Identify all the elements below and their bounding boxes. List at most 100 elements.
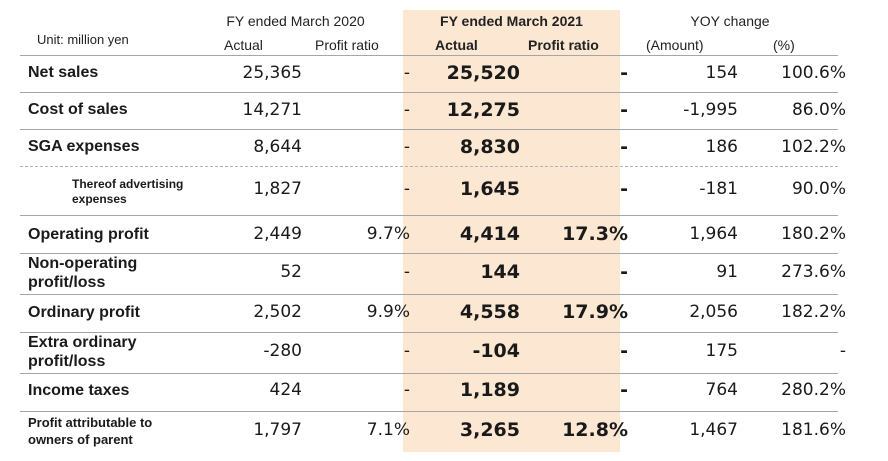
yoy-amount-header: (Amount) xyxy=(646,37,704,53)
table-row: SGA expenses 8,644 - 8,830 - 186 102.2% xyxy=(20,136,846,160)
fy2020-actual-value: 2,502 xyxy=(253,302,302,322)
fy2020-profit-ratio-value: 9.9% xyxy=(366,302,410,322)
fy2021-profit-ratio-value: 17.9% xyxy=(562,301,628,323)
yoy-percent-value: 86.0% xyxy=(791,100,846,120)
row-divider xyxy=(20,129,838,130)
row-divider xyxy=(20,411,838,412)
fy2021-actual-value: 8,830 xyxy=(459,136,520,158)
table-row: Cost of sales 14,271 - 12,275 - -1,995 8… xyxy=(20,99,846,123)
fy2020-profit-ratio-value: - xyxy=(403,63,410,83)
yoy-percent-value: - xyxy=(839,341,846,361)
row-label-line-2: owners of parent xyxy=(28,432,133,447)
table-row: Thereof advertising expenses 1,827 - 1,6… xyxy=(20,174,846,210)
fy2020-actual-value: 1,797 xyxy=(253,420,302,440)
yoy-amount-value: 91 xyxy=(716,262,738,282)
row-label-line-1: Extra ordinary xyxy=(28,334,137,351)
fy2020-actual-value: 52 xyxy=(280,262,302,282)
header-divider xyxy=(20,55,838,56)
fy2021-actual-value: 25,520 xyxy=(446,62,520,84)
row-label-line-1: Non-operating xyxy=(28,255,138,272)
fy2020-actual-value: -280 xyxy=(263,341,302,361)
yoy-amount-value: 154 xyxy=(705,63,738,83)
row-label-line-1: Profit attributable to xyxy=(28,415,153,430)
row-label-line-1: Thereof advertising xyxy=(72,177,184,191)
fy2021-profit-ratio-value: - xyxy=(620,379,628,401)
row-divider xyxy=(20,92,838,93)
yoy-percent-header: (%) xyxy=(773,37,795,53)
row-divider xyxy=(20,332,838,333)
fy2020-actual-header: Actual xyxy=(224,37,263,53)
yoy-amount-value: -181 xyxy=(699,179,738,199)
row-divider xyxy=(20,253,838,254)
yoy-amount-value: 175 xyxy=(705,341,738,361)
fy2020-profit-ratio-header: Profit ratio xyxy=(315,37,379,53)
fy2020-profit-ratio-value: - xyxy=(403,341,410,361)
fy2021-actual-value: 3,265 xyxy=(459,419,520,441)
fy2020-profit-ratio-value: - xyxy=(403,262,410,282)
yoy-percent-value: 273.6% xyxy=(781,262,846,282)
fy2021-actual-value: 144 xyxy=(480,261,520,283)
yoy-amount-value: 186 xyxy=(705,137,738,157)
yoy-amount-value: 764 xyxy=(705,380,738,400)
yoy-amount-value: 2,056 xyxy=(689,302,738,322)
fy2020-title: FY ended March 2020 xyxy=(226,13,365,29)
fy2020-actual-value: 8,644 xyxy=(253,137,302,157)
fy2021-actual-value: 4,414 xyxy=(459,223,520,245)
fy2021-title: FY ended March 2021 xyxy=(440,13,583,29)
row-label: Cost of sales xyxy=(28,101,128,118)
yoy-amount-value: -1,995 xyxy=(683,100,738,120)
fy2020-profit-ratio-value: - xyxy=(403,137,410,157)
fy2021-profit-ratio-value: 17.3% xyxy=(562,223,628,245)
row-divider xyxy=(20,373,838,374)
row-divider xyxy=(20,215,838,216)
fy2021-profit-ratio-value: - xyxy=(620,99,628,121)
table-row: Profit attributable to owners of parent … xyxy=(20,414,846,450)
fy2021-actual-value: 12,275 xyxy=(446,99,520,121)
row-label-line-2: profit/loss xyxy=(28,274,106,291)
table-row: Ordinary profit 2,502 9.9% 4,558 17.9% 2… xyxy=(20,301,846,325)
fy2021-actual-value: 4,558 xyxy=(459,301,520,323)
fy2020-actual-value: 14,271 xyxy=(242,100,302,120)
fy2021-profit-ratio-value: - xyxy=(620,136,628,158)
table-row: Non-operating profit/loss 52 - 144 - 91 … xyxy=(20,255,846,293)
fy2020-profit-ratio-value: - xyxy=(403,179,410,199)
yoy-amount-value: 1,467 xyxy=(689,420,738,440)
fy2021-profit-ratio-header: Profit ratio xyxy=(528,37,599,53)
fy2021-profit-ratio-value: - xyxy=(620,261,628,283)
fy2020-actual-value: 424 xyxy=(269,380,302,400)
unit-label: Unit: million yen xyxy=(37,32,129,47)
yoy-percent-value: 180.2% xyxy=(781,224,846,244)
yoy-percent-value: 90.0% xyxy=(791,179,846,199)
fy2020-profit-ratio-value: 7.1% xyxy=(366,420,410,440)
fy2020-actual-value: 25,365 xyxy=(242,63,302,83)
row-label: Operating profit xyxy=(28,226,149,243)
yoy-percent-value: 102.2% xyxy=(781,137,846,157)
yoy-percent-value: 181.6% xyxy=(781,420,846,440)
fy2020-profit-ratio-value: - xyxy=(403,380,410,400)
row-label: SGA expenses xyxy=(28,138,140,155)
row-label: Income taxes xyxy=(28,382,130,399)
fy2021-highlight-column xyxy=(403,10,620,452)
yoy-title: YOY change xyxy=(690,13,770,29)
table-row: Operating profit 2,449 9.7% 4,414 17.3% … xyxy=(20,223,846,247)
fy2020-profit-ratio-value: - xyxy=(403,100,410,120)
yoy-amount-value: 1,964 xyxy=(689,224,738,244)
row-divider xyxy=(20,166,838,167)
table-row: Extra ordinary profit/loss -280 - -104 -… xyxy=(20,334,846,372)
fy2021-profit-ratio-value: - xyxy=(620,178,628,200)
row-label: Ordinary profit xyxy=(28,304,141,321)
fy2020-profit-ratio-value: 9.7% xyxy=(366,224,410,244)
row-label-line-2: expenses xyxy=(72,192,127,206)
table-row: Net sales 25,365 - 25,520 - 154 100.6% xyxy=(20,62,846,86)
table-row: Income taxes 424 - 1,189 - 764 280.2% xyxy=(20,379,846,404)
fy2021-actual-value: 1,645 xyxy=(459,178,520,200)
fy2021-actual-value: 1,189 xyxy=(459,379,520,401)
fy2020-actual-value: 1,827 xyxy=(253,179,302,199)
fy2021-profit-ratio-value: - xyxy=(620,340,628,362)
fy2021-profit-ratio-value: - xyxy=(620,62,628,84)
yoy-percent-value: 182.2% xyxy=(781,302,846,322)
fy2021-actual-value: -104 xyxy=(472,340,520,362)
row-divider xyxy=(20,294,838,295)
yoy-percent-value: 100.6% xyxy=(781,63,846,83)
yoy-percent-value: 280.2% xyxy=(781,380,846,400)
